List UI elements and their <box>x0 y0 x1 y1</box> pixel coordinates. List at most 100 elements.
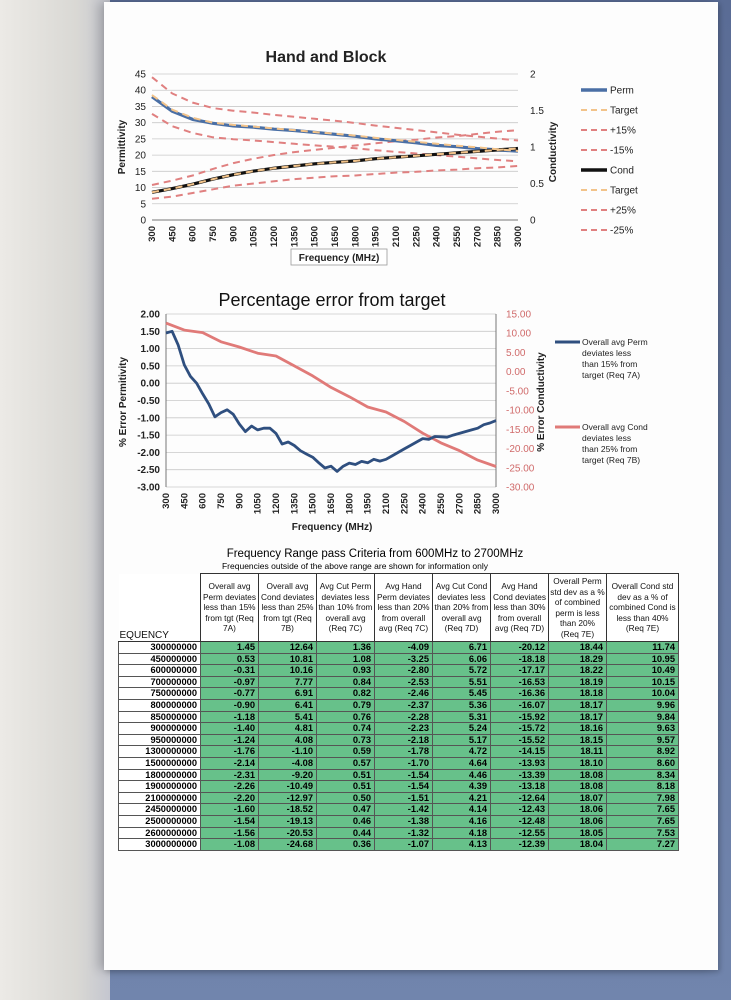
chart2-title: Percentage error from target <box>218 290 445 310</box>
chart1-y2label: Conductivity <box>548 121 559 182</box>
frequency-cell: 1300000000 <box>118 745 201 758</box>
chart2-xtick-label: 2400 <box>418 493 429 514</box>
value-cell: 8.92 <box>606 745 679 758</box>
chart1-xtick-label: 2400 <box>432 226 443 247</box>
value-cell: 11.74 <box>606 641 679 654</box>
chart1-series-line-6 <box>151 129 519 186</box>
value-cell: 18.04 <box>548 838 607 851</box>
value-cell: -2.31 <box>200 768 259 782</box>
chart2-xtick-label: 2850 <box>473 493 484 514</box>
chart1-xtick-label: 450 <box>167 226 178 242</box>
value-cell: 5.41 <box>258 710 317 724</box>
chart2-ytick-label: 0.00 <box>141 379 161 390</box>
table-title: Frequency Range pass Criteria from 600MH… <box>226 548 524 560</box>
chart2-xtick-label: 2250 <box>399 493 410 514</box>
chart2-xtick-label: 2550 <box>436 493 447 514</box>
chart1-ytick-label: 15 <box>135 167 147 178</box>
value-cell: 0.36 <box>316 838 375 851</box>
chart2-ytick-label: -2.50 <box>137 465 160 476</box>
chart1-series-line-2 <box>151 76 519 142</box>
value-cell: -12.97 <box>258 791 317 805</box>
value-cell: 0.76 <box>316 710 375 724</box>
value-cell: 8.60 <box>606 756 679 770</box>
chart2-y2tick-label: -15.00 <box>506 425 535 436</box>
value-cell: 18.17 <box>548 698 607 712</box>
chart1-y2tick-label: 1 <box>530 143 536 154</box>
chart1-ylabel: Permittivity <box>117 119 128 174</box>
value-cell: 1.45 <box>200 641 259 654</box>
value-cell: 0.50 <box>316 791 375 805</box>
value-cell: -12.55 <box>490 826 549 840</box>
value-cell: 5.17 <box>432 733 491 747</box>
chart2-xtick-label: 2100 <box>381 493 392 514</box>
chart1-xtick-label: 2850 <box>493 226 504 247</box>
value-cell: 18.08 <box>548 768 607 782</box>
chart1-xtick-label: 1350 <box>289 226 300 247</box>
value-cell: -18.18 <box>490 652 549 666</box>
value-cell: -20.12 <box>490 641 549 654</box>
value-cell: -2.14 <box>200 756 259 770</box>
value-cell: -2.18 <box>374 733 433 747</box>
value-cell: 18.07 <box>548 791 607 805</box>
chart2-ytick-label: -0.50 <box>137 396 160 407</box>
value-cell: 18.19 <box>548 675 607 689</box>
chart2-series-line-0 <box>165 329 497 473</box>
value-cell: 18.10 <box>548 756 607 770</box>
table-row: 2600000000 -1.56 -20.53 0.44 -1.32 4.18 -12.55… <box>118 826 679 840</box>
value-cell: 0.47 <box>316 803 375 816</box>
value-cell: 0.84 <box>316 675 375 689</box>
chart2-ytick-label: 2.00 <box>141 310 161 321</box>
value-cell: 10.16 <box>258 664 317 677</box>
value-cell: 0.53 <box>200 652 259 666</box>
value-cell: -1.54 <box>374 780 433 793</box>
chart1-y2tick-label: 0.5 <box>530 179 544 190</box>
frequency-cell: 450000000 <box>118 652 201 666</box>
chart2-y2tick-label: -25.00 <box>506 463 535 474</box>
value-cell: 8.34 <box>606 768 679 782</box>
chart1-target-overlay-5 <box>151 147 519 194</box>
value-cell: -1.40 <box>200 722 259 735</box>
chart2-legend-label: Overall avg Cond deviates less than 25% fr… <box>582 422 648 465</box>
chart2-ytick-label: 1.50 <box>141 327 161 338</box>
chart2-xtick-label: 1800 <box>344 493 355 514</box>
value-cell: 4.13 <box>432 838 491 851</box>
value-cell: 18.15 <box>548 733 607 747</box>
value-cell: -14.15 <box>490 745 549 758</box>
chart1-xtick-label: 3000 <box>513 226 524 247</box>
value-cell: -13.39 <box>490 768 549 782</box>
chart1-legend-label: Perm <box>610 86 634 97</box>
table-row: 2500000000 -1.54 -19.13 0.46 -1.38 4.16 -12.48… <box>118 814 679 828</box>
frequency-cell: 600000000 <box>118 664 201 677</box>
table-row: 850000000 -1.18 5.41 0.76 -2.28 5.31 -15.92 18.… <box>118 710 679 724</box>
chart1-xtick-label: 2100 <box>391 226 402 247</box>
chart1-y2tick-label: 0 <box>530 216 536 227</box>
value-cell: -2.53 <box>374 675 433 689</box>
value-cell: -24.68 <box>258 838 317 851</box>
value-cell: -1.54 <box>374 768 433 782</box>
chart1-legend-label: -15% <box>610 146 633 157</box>
value-cell: 18.29 <box>548 652 607 666</box>
chart1-ytick-label: 10 <box>135 183 147 194</box>
frequency-cell: 850000000 <box>118 710 201 724</box>
value-cell: -3.25 <box>374 652 433 666</box>
chart1-xtick-label: 1500 <box>310 226 321 247</box>
chart1-ytick-label: 0 <box>140 216 146 227</box>
chart2-xtick-label: 1950 <box>363 493 374 514</box>
table-row: 300000000 1.45 12.64 1.36 -4.09 6.71 -20.12 18.… <box>118 641 679 654</box>
value-cell: 6.71 <box>432 641 491 654</box>
chart2-y2tick-label: 15.00 <box>506 310 531 321</box>
chart2-xtick-label: 900 <box>234 493 245 509</box>
chart1-ytick-label: 20 <box>135 151 147 162</box>
chart1-target-overlay-1 <box>151 94 519 152</box>
value-cell: -1.10 <box>258 745 317 758</box>
value-cell: 7.98 <box>606 791 679 805</box>
table-row: 1900000000 -2.26 -10.49 0.51 -1.54 4.39 -13.18… <box>118 780 679 793</box>
frequency-column-header: EQUENCY <box>118 573 201 642</box>
chart2-xtick-label: 600 <box>198 493 209 509</box>
value-cell: -1.42 <box>374 803 433 816</box>
table-row: 1500000000 -2.14 -4.08 0.57 -1.70 4.64 -13.93 1… <box>118 756 679 770</box>
chart2-y2tick-label: -10.00 <box>506 406 535 417</box>
value-cell: -2.23 <box>374 722 433 735</box>
value-cell: 8.18 <box>606 780 679 793</box>
table-row: 700000000 -0.97 7.77 0.84 -2.53 5.51 -16.53 18.… <box>118 675 679 689</box>
